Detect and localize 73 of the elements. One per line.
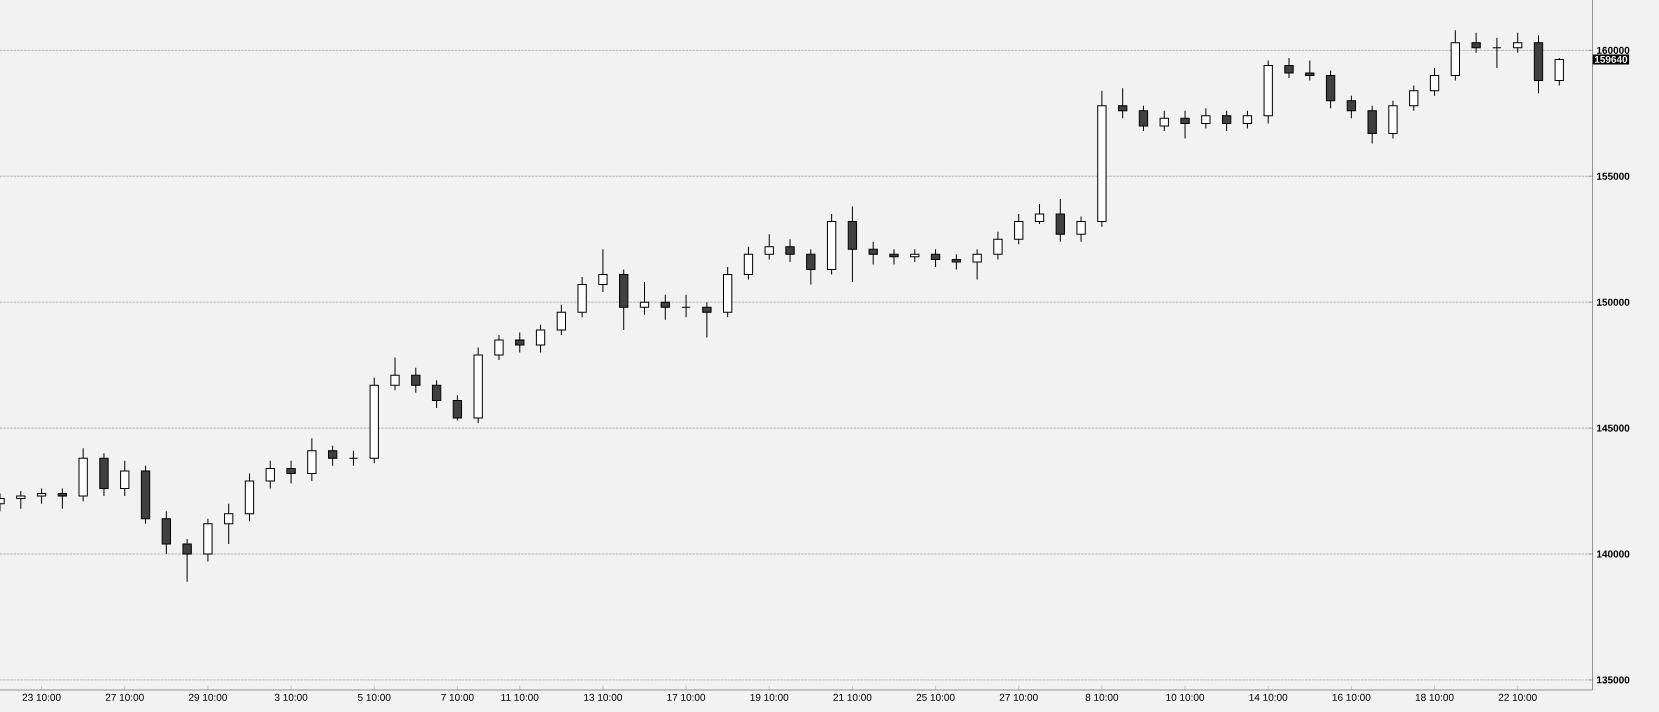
x-tick-label: 23 10:00: [22, 693, 61, 701]
candlestick: [390, 357, 400, 391]
candlestick: [57, 488, 68, 510]
candlestick: [1554, 57, 1564, 87]
candlestick: [1367, 105, 1377, 145]
candlestick: [598, 248, 608, 293]
candlestick: [1471, 32, 1481, 54]
x-tick-label: 25 10:00: [916, 693, 955, 701]
candlestick: [1159, 110, 1169, 132]
candlestick: [743, 246, 754, 281]
y-tick-label: 145000: [1597, 424, 1630, 432]
candlestick: [1180, 110, 1190, 139]
candlestick: [785, 238, 795, 263]
candlestick: [1284, 57, 1294, 79]
candlestick: [286, 460, 296, 484]
candlestick: [1118, 87, 1128, 119]
candlestick: [993, 231, 1003, 260]
x-tick-label: 13 10:00: [584, 693, 622, 701]
candlestick: [868, 241, 878, 265]
candlestick: [411, 367, 421, 394]
candlestick: [639, 281, 650, 316]
candlestick: [265, 460, 275, 490]
candlestick: [327, 445, 338, 467]
candlestick: [806, 248, 816, 286]
candlestick: [1346, 95, 1357, 119]
x-tick-label: 14 10:00: [1249, 693, 1288, 701]
y-tick-label: 150000: [1597, 298, 1630, 306]
candlestick: [1034, 203, 1045, 225]
candlestick: [889, 248, 899, 265]
candlestick: [515, 331, 525, 354]
candlestick: [431, 379, 442, 409]
y-tick-label: 135000: [1597, 676, 1630, 684]
x-tick-label: 17 10:00: [667, 693, 706, 701]
candlestick: [1076, 216, 1086, 243]
candlestick: [120, 460, 130, 497]
candlestick: [1409, 85, 1419, 112]
candlestick: [702, 301, 712, 338]
candlestick: [660, 294, 670, 321]
candlestick: [1014, 213, 1024, 245]
text: 159640: [1594, 55, 1628, 63]
candlestick: [556, 304, 566, 336]
x-tick-label: 21 10:00: [833, 693, 872, 701]
candlestick: [972, 248, 982, 281]
candlestick: [307, 437, 317, 482]
x-tick-label: 22 10:00: [1498, 693, 1537, 701]
x-tick-label: 27 10:00: [999, 693, 1038, 701]
candlestick: [1305, 59, 1315, 82]
x-tick-label: 10 10:00: [1166, 693, 1205, 701]
x-tick-label: 8 10:00: [1085, 693, 1119, 701]
x-tick-label: 11 10:00: [501, 693, 539, 701]
candlestick: [764, 233, 774, 260]
candlestick: [182, 538, 192, 583]
candlestick: [1221, 110, 1232, 132]
x-tick-label: 7 10:00: [441, 693, 474, 701]
candlestick: [1429, 67, 1440, 97]
x-tick-label: 18 10:00: [1415, 693, 1454, 701]
candlestick: [494, 334, 504, 361]
y-tick-label: 160000: [1597, 46, 1630, 54]
y-tick-label: 155000: [1597, 172, 1630, 180]
y-tick-label: 140000: [1597, 550, 1630, 558]
x-tick-label: 5 10:00: [357, 693, 391, 701]
candlestick: [224, 503, 234, 545]
x-tick-label: 27 10:00: [105, 693, 144, 701]
candlestick: [1201, 107, 1211, 129]
candlestick: [452, 394, 463, 422]
x-tick-label: 3 10:00: [274, 693, 308, 701]
x-tick-label: 16 10:00: [1332, 693, 1371, 701]
x-tick-label: 19 10:00: [750, 693, 789, 701]
x-tick-label: 29 10:00: [188, 693, 227, 701]
candlestick: [535, 324, 546, 354]
candlestick: [1138, 105, 1149, 132]
candlestick: [1513, 32, 1523, 54]
candlestick: [1055, 198, 1065, 243]
